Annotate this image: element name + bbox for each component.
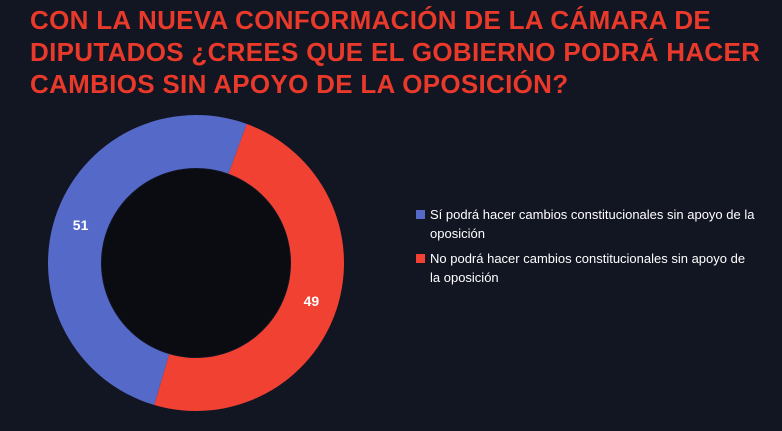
legend-label-si: Sí podrá hacer cambios constitucionales … bbox=[430, 207, 755, 241]
legend-item-si: Sí podrá hacer cambios constitucionales … bbox=[416, 205, 756, 243]
data-label-no: 49 bbox=[304, 293, 320, 309]
donut-hole bbox=[102, 169, 290, 357]
legend-item-no: No podrá hacer cambios constitucionales … bbox=[416, 249, 756, 287]
donut-slice-no bbox=[154, 123, 344, 412]
legend-label-no: No podrá hacer cambios constitucionales … bbox=[430, 251, 746, 285]
chart-title: CON LA NUEVA CONFORMACIÓN DE LA CÁMARA D… bbox=[30, 5, 761, 99]
data-label-si: 51 bbox=[73, 217, 89, 233]
legend: Sí podrá hacer cambios constitucionales … bbox=[416, 205, 756, 293]
donut-slice-si bbox=[47, 114, 247, 405]
donut-data-labels: 49 51 bbox=[73, 217, 320, 309]
legend-swatch-si bbox=[416, 210, 425, 219]
donut-slices bbox=[47, 114, 344, 412]
legend-swatch-no bbox=[416, 254, 425, 263]
